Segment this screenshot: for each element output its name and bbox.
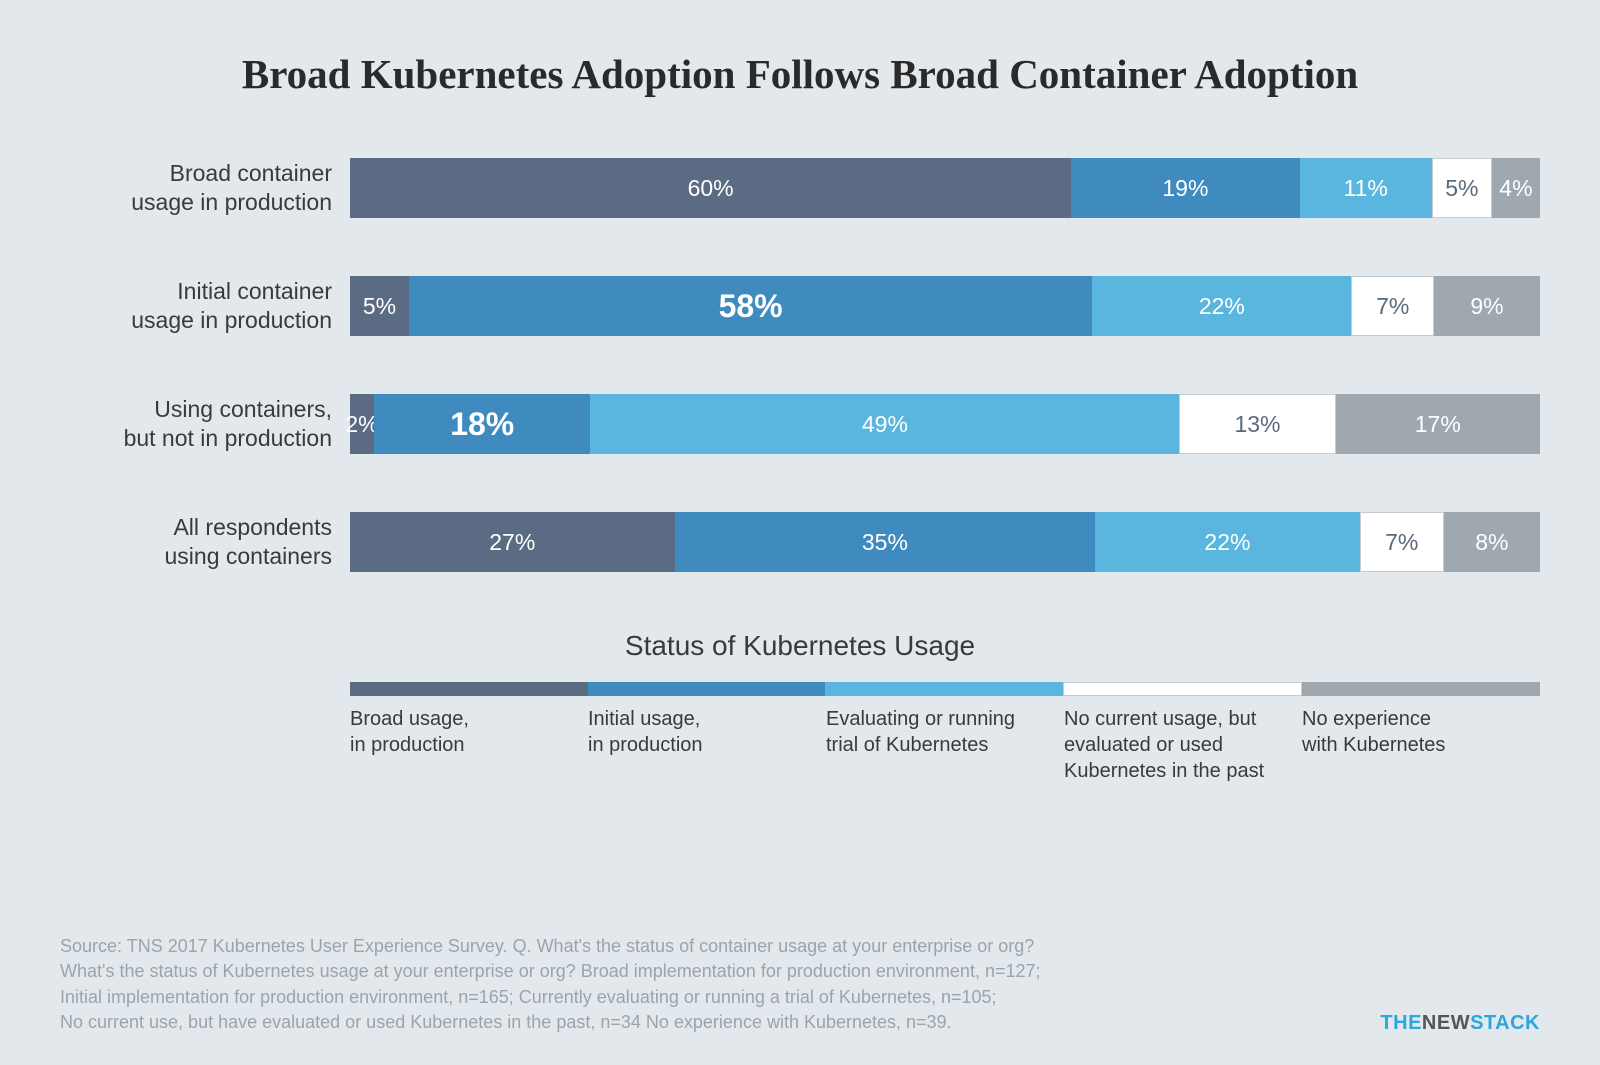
bar-track: 27%35%22%7%8% — [350, 512, 1540, 572]
chart-rows-container: Broad containerusage in production60%19%… — [60, 158, 1540, 572]
legend-item-label: Initial usage,in production — [588, 706, 826, 784]
bar-segment: 19% — [1071, 158, 1299, 218]
chart-row: Initial containerusage in production5%58… — [60, 276, 1540, 336]
bar-segment: 9% — [1434, 276, 1540, 336]
legend-item-label: No experiencewith Kubernetes — [1302, 706, 1540, 784]
bar-segment: 49% — [590, 394, 1179, 454]
legend-swatch — [1063, 682, 1303, 696]
legend-labels: Broad usage,in productionInitial usage,i… — [350, 706, 1540, 784]
brand-the: THE — [1380, 1012, 1422, 1034]
legend-swatch — [350, 682, 588, 696]
bar-segment: 60% — [350, 158, 1071, 218]
bar-segment: 17% — [1336, 394, 1540, 454]
bar-segment: 2% — [350, 394, 374, 454]
legend-swatch — [825, 682, 1063, 696]
bar-segment: 5% — [350, 276, 409, 336]
bar-segment: 5% — [1432, 158, 1492, 218]
legend: Broad usage,in productionInitial usage,i… — [350, 682, 1540, 784]
bar-segment: 27% — [350, 512, 675, 572]
legend-title: Status of Kubernetes Usage — [60, 630, 1540, 662]
legend-item-label: Broad usage,in production — [350, 706, 588, 784]
source-text: Source: TNS 2017 Kubernetes User Experie… — [60, 934, 1540, 1035]
legend-color-bar — [350, 682, 1540, 696]
chart-row: All respondentsusing containers27%35%22%… — [60, 512, 1540, 572]
bar-track: 60%19%11%5%4% — [350, 158, 1540, 218]
bar-segment: 35% — [675, 512, 1096, 572]
legend-item-label: No current usage, butevaluated or usedKu… — [1064, 706, 1302, 784]
chart-title: Broad Kubernetes Adoption Follows Broad … — [60, 50, 1540, 98]
row-label: All respondentsusing containers — [60, 513, 350, 571]
row-label: Broad containerusage in production — [60, 159, 350, 217]
brand-new: NEW — [1422, 1012, 1470, 1034]
bar-segment: 18% — [374, 394, 590, 454]
legend-swatch — [1302, 682, 1540, 696]
legend-item-label: Evaluating or runningtrial of Kubernetes — [826, 706, 1064, 784]
bar-segment: 58% — [409, 276, 1092, 336]
brand-stack: STACK — [1470, 1012, 1540, 1034]
bar-segment: 22% — [1095, 512, 1359, 572]
chart-row: Using containers,but not in production2%… — [60, 394, 1540, 454]
bar-segment: 8% — [1444, 512, 1540, 572]
bar-segment: 4% — [1492, 158, 1540, 218]
bar-segment: 7% — [1351, 276, 1433, 336]
bar-segment: 11% — [1300, 158, 1432, 218]
bar-segment: 22% — [1092, 276, 1351, 336]
legend-swatch — [588, 682, 826, 696]
bar-segment: 7% — [1360, 512, 1444, 572]
bar-track: 2%18%49%13%17% — [350, 394, 1540, 454]
row-label: Using containers,but not in production — [60, 395, 350, 453]
bar-track: 5%58%22%7%9% — [350, 276, 1540, 336]
brand-logo: THENEWSTACK — [1380, 1012, 1540, 1035]
bar-segment: 13% — [1179, 394, 1335, 454]
chart-row: Broad containerusage in production60%19%… — [60, 158, 1540, 218]
row-label: Initial containerusage in production — [60, 277, 350, 335]
